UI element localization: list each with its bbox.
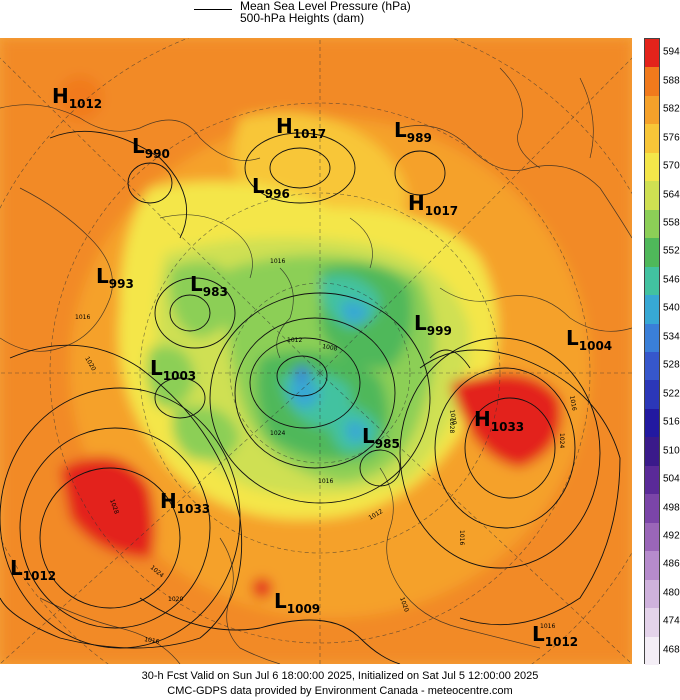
isobars xyxy=(0,130,621,664)
colorbar-swatch xyxy=(645,351,659,381)
colorbar-swatch xyxy=(645,295,659,324)
colorbar-swatch xyxy=(645,152,659,182)
isobar-value: 1020 xyxy=(398,596,410,613)
height-colorbar xyxy=(644,38,660,665)
colorbar-label: 528 xyxy=(663,359,680,371)
isobar-value: 1016 xyxy=(270,258,285,265)
colorbar-label: 498 xyxy=(663,502,680,513)
low-pressure-label: L1009 xyxy=(274,589,320,616)
coastlines xyxy=(0,67,632,664)
isobar-value: 1016 xyxy=(458,530,465,545)
colorbar-swatch xyxy=(645,579,659,609)
low-pressure-label: L996 xyxy=(252,174,290,201)
colorbar-label: 570 xyxy=(663,160,680,172)
isobar-value: 1016 xyxy=(540,623,555,630)
colorbar-swatch xyxy=(645,323,659,352)
colorbar-label: 564 xyxy=(663,189,680,200)
isobar-value: 1028 xyxy=(448,418,455,433)
colorbar-label: 510 xyxy=(663,445,680,457)
low-pressure-label: L999 xyxy=(414,311,452,338)
mslp-legend-label: Mean Sea Level Pressure (hPa) xyxy=(240,0,411,13)
isobar-value: 1016 xyxy=(144,636,160,646)
colorbar-swatch xyxy=(645,209,659,239)
height-fill-field xyxy=(0,38,632,664)
isobar-value: 1012 xyxy=(287,337,302,344)
colorbar-label: 534 xyxy=(663,331,680,343)
isobar-value: 1016 xyxy=(75,314,90,321)
colorbar-swatch xyxy=(645,494,659,523)
colorbar-label: 576 xyxy=(663,132,680,144)
high-pressure-label: H1017 xyxy=(408,191,458,218)
colorbar-swatch xyxy=(645,266,659,296)
high-pressure-label: H1017 xyxy=(276,114,326,141)
colorbar-label: 582 xyxy=(663,103,680,115)
colorbar-label: 480 xyxy=(663,587,680,599)
colorbar-swatch xyxy=(645,465,659,495)
colorbar-swatch xyxy=(645,408,659,438)
colorbar-swatch xyxy=(645,437,659,466)
low-pressure-label: L1012 xyxy=(10,556,56,583)
isobar-value: 1024 xyxy=(270,430,285,437)
weather-map: H1012 L990 H1017 L989 L996 H1017 L993 L983 L999 L… xyxy=(0,38,632,664)
isobar-value: 1024 xyxy=(558,433,565,448)
isobar-value: 1016 xyxy=(318,478,333,485)
colorbar-label: 594 xyxy=(663,46,680,58)
colorbar-swatch xyxy=(645,608,659,637)
high-pressure-label: H1012 xyxy=(52,84,102,111)
colorbar-label: 486 xyxy=(663,558,680,570)
isobar-value: 1020 xyxy=(168,596,183,603)
colorbar-swatch xyxy=(645,551,659,580)
low-pressure-label: L1004 xyxy=(566,326,612,353)
colorbar-label: 516 xyxy=(663,416,680,428)
height-colorbar-labels: 594 588 582 576 570 564 558 552 546 540 534 528 522 5… xyxy=(663,38,680,664)
map-legend: Mean Sea Level Pressure (hPa) 500-hPa He… xyxy=(190,0,490,34)
colorbar-swatch xyxy=(645,39,659,68)
colorbar-label: 540 xyxy=(663,302,680,314)
colorbar-swatch xyxy=(645,238,659,267)
heights-legend-label: 500-hPa Heights (dam) xyxy=(240,11,365,25)
forecast-valid-line: 30-h Fcst Valid on Sun Jul 6 18:00:00 20… xyxy=(141,670,539,682)
lat-lon-grid xyxy=(0,38,632,664)
low-pressure-label: L1012 xyxy=(532,622,578,649)
colorbar-swatch xyxy=(645,95,659,125)
data-credit-line: CMC-GDPS data provided by Environment Ca… xyxy=(167,685,513,697)
colorbar-swatch xyxy=(645,124,659,153)
colorbar-label: 492 xyxy=(663,530,680,542)
low-pressure-label: L990 xyxy=(132,134,170,161)
colorbar-label: 468 xyxy=(663,644,680,656)
low-pressure-label: L1003 xyxy=(150,356,196,383)
colorbar-swatch xyxy=(645,522,659,552)
colorbar-swatch xyxy=(645,636,659,665)
high-pressure-label: H1033 xyxy=(474,407,524,434)
pressure-system-labels: H1012 L990 H1017 L989 L996 H1017 L993 L983 L999 L… xyxy=(10,84,612,649)
isobar-value: 1016 xyxy=(568,395,578,411)
colorbar-label: 552 xyxy=(663,245,680,257)
colorbar-label: 546 xyxy=(663,274,680,286)
colorbar-swatch xyxy=(645,380,659,409)
colorbar-swatch xyxy=(645,67,659,96)
low-pressure-label: L983 xyxy=(190,272,228,299)
low-pressure-label: L985 xyxy=(362,424,400,451)
isobar-value: 1020 xyxy=(448,409,458,425)
colorbar-label: 558 xyxy=(663,217,680,229)
high-pressure-label: H1033 xyxy=(160,489,210,516)
isobar-line-sample xyxy=(194,9,232,10)
isobar-value: 1008 xyxy=(322,343,338,353)
colorbar-label: 474 xyxy=(663,615,680,627)
low-pressure-label: L993 xyxy=(96,264,134,291)
colorbar-label: 588 xyxy=(663,75,680,87)
isobar-value: 1028 xyxy=(108,498,120,515)
low-pressure-label: L989 xyxy=(394,118,432,145)
colorbar-label: 504 xyxy=(663,473,680,485)
colorbar-label: 522 xyxy=(663,388,680,400)
colorbar-swatch xyxy=(645,181,659,210)
